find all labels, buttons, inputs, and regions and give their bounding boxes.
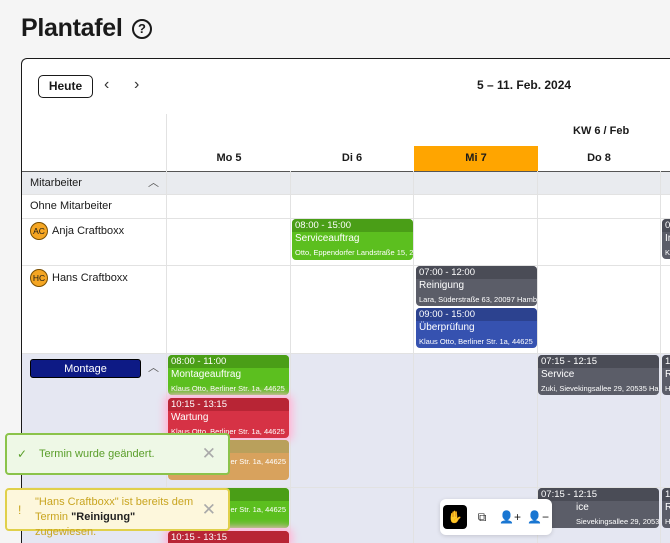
event-title: Ir xyxy=(665,233,670,244)
event-address: er Str. 1a, 44625 xyxy=(230,505,286,514)
group-label-employees: Mitarbeiter xyxy=(30,177,82,189)
event-time: 10:15 - 13:15 xyxy=(168,531,289,543)
row-none xyxy=(22,194,670,218)
event-card[interactable]: 0Ir K xyxy=(662,219,670,259)
toast-message: "Hans Craftboxx" ist bereits dem Termin … xyxy=(35,495,195,540)
event-time: 07:15 - 12:15 xyxy=(538,355,659,368)
toast-warning: ! "Hans Craftboxx" ist bereits dem Termi… xyxy=(5,488,230,538)
remove-user-icon[interactable]: 👤− xyxy=(527,510,549,524)
event-title: ice xyxy=(576,502,589,513)
event-address: Sievekingsallee 29, 20535 Ha xyxy=(576,517,659,526)
copy-icon[interactable]: ⧉ xyxy=(477,510,487,524)
group-label-montage[interactable]: Montage xyxy=(30,359,141,378)
event-address: Klaus Otto, Berliner Str. 1a, 44625 xyxy=(419,337,533,346)
planner-panel: Heute ‹ › 5 – 11. Feb. 2024 KW 6 / Feb M… xyxy=(21,58,670,543)
add-user-icon[interactable]: 👤+ xyxy=(499,510,521,524)
event-address: Zuki, Sievekingsallee 29, 20535 Ha xyxy=(541,384,659,393)
help-icon[interactable]: ? xyxy=(132,19,152,39)
event-card-dragging[interactable]: 10:15 - 13:15 Wartung Klaus Otto, Berliner… xyxy=(168,398,289,438)
close-icon[interactable]: ✕ xyxy=(201,444,216,463)
event-address: Lara, Süderstraße 63, 20097 Hamb xyxy=(419,295,537,304)
check-icon: ✓ xyxy=(17,447,28,461)
event-title: Reinigung xyxy=(419,280,465,291)
event-time: 09:00 - 15:00 xyxy=(416,308,537,321)
event-title: R xyxy=(662,501,670,515)
row-label-none: Ohne Mitarbeiter xyxy=(30,200,112,212)
row-anja xyxy=(22,218,670,265)
event-card[interactable]: 07:15 - 12:15 Service Zuki, Sievekingsalle… xyxy=(538,355,659,395)
group-row-employees xyxy=(22,171,670,194)
chevron-up-icon[interactable]: ︿ xyxy=(148,362,159,374)
close-icon[interactable]: ✕ xyxy=(201,500,216,519)
row-label-anja: Anja Craftboxx xyxy=(52,225,125,237)
event-address: H xyxy=(665,384,670,393)
event-address: Klaus Otto, Berliner Str. 1a, 44625 xyxy=(171,427,285,436)
day-header-di: Di 6 xyxy=(341,152,363,164)
event-card[interactable]: 1RH xyxy=(662,488,670,528)
event-address: K xyxy=(665,248,670,257)
event-time: 10:15 - 13:15 xyxy=(168,398,289,411)
day-header-do: Do 8 xyxy=(587,152,611,164)
today-button[interactable]: Heute xyxy=(38,75,93,98)
event-card[interactable]: 1RH xyxy=(662,355,670,395)
chevron-up-icon[interactable]: ︿ xyxy=(148,177,159,189)
column-divider xyxy=(166,114,167,543)
date-range: 5 – 11. Feb. 2024 xyxy=(477,78,572,92)
column-divider xyxy=(537,171,538,543)
event-time: 0 xyxy=(662,219,670,232)
event-address: Otto, Eppendorfer Landstraße 15, 2 xyxy=(295,248,413,257)
action-toolbar: ✋ ⧉ 👤+ 👤− xyxy=(440,499,552,535)
chevron-right-icon[interactable]: › xyxy=(134,76,140,93)
page-title: Plantafel xyxy=(21,14,123,42)
event-title: Überprüfung xyxy=(419,322,475,333)
column-divider xyxy=(290,171,291,543)
event-time: 1 xyxy=(662,488,670,501)
toast-success: ✓ Termin wurde geändert. ✕ xyxy=(5,433,230,475)
event-time: 1 xyxy=(662,355,670,368)
row-hans xyxy=(22,265,670,353)
day-header-mo: Mo 5 xyxy=(216,152,242,164)
toast-text: zugewiesen. xyxy=(35,526,97,538)
event-address: Klaus Otto, Berliner Str. 1a, 44625 xyxy=(171,384,285,393)
avatar: HC xyxy=(30,269,48,287)
chevron-left-icon[interactable]: ‹ xyxy=(104,76,110,93)
event-card[interactable]: 07:00 - 12:00 Reinigung Lara, Süderstraße … xyxy=(416,266,537,306)
event-card[interactable]: 09:00 - 15:00 Überprüfung Klaus Otto, Berl… xyxy=(416,308,537,348)
event-card[interactable]: 07:15 - 12:15 ice Sievekingsallee 29, 2053… xyxy=(538,488,659,528)
event-time: 07:00 - 12:00 xyxy=(416,266,537,279)
toast-text: "Hans Craftboxx" ist bereits dem Termin xyxy=(35,496,194,523)
avatar: AC xyxy=(30,222,48,240)
event-card[interactable]: 08:00 - 15:00 Serviceauftrag Otto, Eppendo… xyxy=(292,219,413,260)
toast-text-bold: "Reinigung" xyxy=(71,511,136,523)
day-header-mi-today: Mi 7 xyxy=(414,146,538,171)
event-address: H xyxy=(665,517,670,526)
event-title: Serviceauftrag xyxy=(295,233,360,244)
event-title: Wartung xyxy=(171,412,209,423)
column-divider xyxy=(660,171,661,543)
row-label-hans: Hans Craftboxx xyxy=(52,272,128,284)
event-card[interactable]: 10:15 - 13:15 xyxy=(168,531,289,543)
toast-message: Termin wurde geändert. xyxy=(39,448,155,460)
event-address: er Str. 1a, 44625 xyxy=(230,457,286,466)
event-card[interactable]: 08:00 - 11:00 Montageauftrag Klaus Otto, B… xyxy=(168,355,289,395)
event-time: 08:00 - 15:00 xyxy=(292,219,413,232)
week-label: KW 6 / Feb xyxy=(573,125,630,137)
event-time: 08:00 - 11:00 xyxy=(168,355,289,368)
column-divider xyxy=(413,171,414,543)
hand-icon[interactable]: ✋ xyxy=(443,505,467,529)
exclamation-icon: ! xyxy=(18,503,22,517)
event-title: Service xyxy=(541,369,575,380)
event-time: 07:15 - 12:15 xyxy=(538,488,659,501)
event-title: Montageauftrag xyxy=(171,369,242,380)
event-title: R xyxy=(662,368,670,382)
